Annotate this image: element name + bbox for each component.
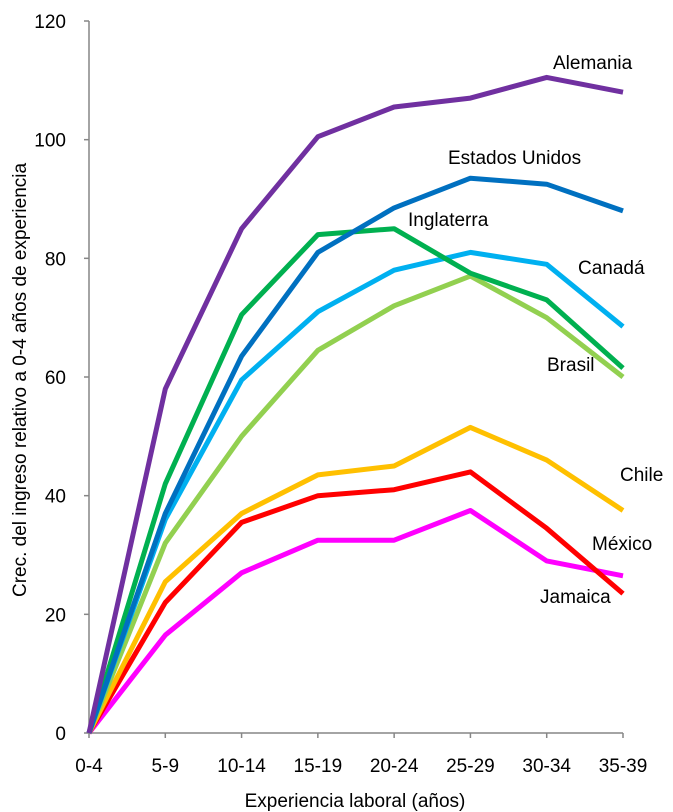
series-labels: Alemania Estados Unidos Inglaterra Canadá Br… xyxy=(408,53,663,608)
series-line-inglaterra xyxy=(86,226,625,734)
x-tick-label: 0-4 xyxy=(75,756,103,777)
series-label-chile: Chile xyxy=(620,465,663,486)
series-label-alemania: Alemania xyxy=(553,53,633,74)
series-line-mexico xyxy=(86,469,625,735)
x-tick-label: 10-14 xyxy=(217,756,266,777)
series-lines xyxy=(86,74,625,735)
y-tick-label: 40 xyxy=(45,487,66,508)
series-label-estados-unidos: Estados Unidos xyxy=(448,148,581,169)
series-label-inglaterra: Inglaterra xyxy=(408,210,489,231)
x-tick-label: 15-19 xyxy=(294,756,343,777)
series-line-alemania xyxy=(86,74,624,734)
y-axis-label: Crec. del ingreso relativo a 0-4 años de… xyxy=(10,163,31,598)
series-label-brasil: Brasil xyxy=(547,355,595,376)
series-label-jamaica: Jamaica xyxy=(540,587,611,608)
series-label-mexico: México xyxy=(592,534,652,555)
y-tick-label: 120 xyxy=(34,12,66,33)
y-tick-labels: 0 20 40 60 80 100 120 xyxy=(34,12,89,745)
x-tick-label: 5-9 xyxy=(152,756,179,777)
y-tick-label: 100 xyxy=(34,131,66,152)
x-tick-label: 20-24 xyxy=(370,756,419,777)
y-tick-label: 60 xyxy=(45,368,66,389)
x-tick-labels: 0-4 5-9 10-14 15-19 20-24 25-29 30-34 35-39 xyxy=(75,733,647,777)
series-line-estados-unidos xyxy=(86,175,624,734)
y-tick-label: 80 xyxy=(45,249,66,270)
series-line-brasil xyxy=(86,273,625,734)
series-line-canada xyxy=(86,249,625,734)
y-tick-label: 0 xyxy=(55,724,66,745)
x-tick-label: 35-39 xyxy=(599,756,648,777)
x-tick-label: 30-34 xyxy=(522,756,571,777)
y-tick-label: 20 xyxy=(45,605,66,626)
series-line-jamaica xyxy=(87,508,624,735)
x-axis-label: Experiencia laboral (años) xyxy=(245,791,466,812)
series-label-canada: Canadá xyxy=(578,258,645,279)
series-line-chile xyxy=(86,424,625,735)
x-tick-label: 25-29 xyxy=(446,756,495,777)
